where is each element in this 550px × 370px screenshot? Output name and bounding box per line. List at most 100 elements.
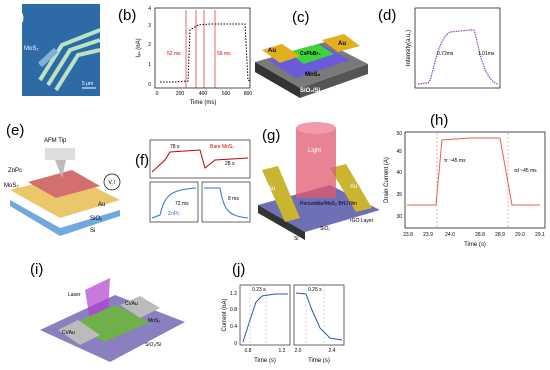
electrode xyxy=(120,296,160,318)
annotation: 59 ms xyxy=(217,51,231,57)
text: Laser xyxy=(68,292,81,298)
y-tick-label: 1.2 xyxy=(230,291,237,297)
y-axis-label: Current (nA) xyxy=(222,298,228,331)
text: MoS₂ xyxy=(24,46,39,52)
annotation: 0.23 s xyxy=(252,287,266,293)
panel-f: (f) Bare MoS₂ 78 s 28 s 72 ms 8 ms ZnPc xyxy=(135,139,251,223)
light-beam xyxy=(296,128,336,198)
text: rGO Layer xyxy=(350,218,374,224)
x-tick-label: 0.8 xyxy=(245,348,252,354)
text: SiO₂ xyxy=(90,216,103,222)
electrodes xyxy=(38,28,101,92)
x-axis-label: Time (ms) xyxy=(190,100,217,106)
text: Au xyxy=(338,41,346,47)
electrode xyxy=(58,320,100,345)
electrode xyxy=(262,166,300,222)
text: 72 ms xyxy=(175,201,189,207)
x-axis-label: Time (s) xyxy=(254,358,276,364)
text: Perovskite/MoS₂ BHJ film xyxy=(300,201,357,207)
y-tick-label: 30 xyxy=(396,214,402,220)
x-tick-label: 28.9 xyxy=(495,232,505,238)
curve xyxy=(160,23,251,83)
text: 78 s xyxy=(170,144,180,150)
x-tick-label: 2.4 xyxy=(329,348,336,354)
substrate-side xyxy=(300,64,368,98)
text: Light xyxy=(308,148,321,154)
y-tick-label: 0.8 xyxy=(230,307,237,313)
x-tick-label: 24.0 xyxy=(445,232,455,238)
x-tick-label: 28.8 xyxy=(475,232,485,238)
text: Si xyxy=(90,228,95,234)
cantilever xyxy=(45,148,75,160)
panel-h: (h) τr ~45 ms τd ~45 ms 30 35 40 45 50 2… xyxy=(384,112,546,248)
y-axis-label: Drain Current (A) xyxy=(384,157,390,203)
plot-frame xyxy=(293,284,345,346)
text: Cr/Au xyxy=(125,301,138,307)
text: Au xyxy=(268,48,276,54)
plot-frame xyxy=(149,181,199,223)
plot-frame xyxy=(239,284,291,346)
panel-e: (e) AFM Tip ZnPc MoS₂ Au SiO₂ Si V, I xyxy=(4,122,121,236)
substrate-side xyxy=(258,205,305,240)
text: MoS₂ xyxy=(305,72,321,78)
panel-a: (a) MoS₂ 5 μm xyxy=(6,4,101,96)
annotation: τr ~45 ms xyxy=(444,158,466,164)
plot-frame xyxy=(201,181,251,223)
text: 5 μm xyxy=(82,81,93,87)
text: V, I xyxy=(108,180,115,186)
panel-label: (b) xyxy=(118,7,136,24)
annotation: τd ~45 ms xyxy=(514,168,537,174)
perovskite xyxy=(288,44,334,64)
x-tick-label: 1.2 xyxy=(279,348,286,354)
y-tick-label: 4 xyxy=(148,6,151,12)
x-tick-label: 29.1 xyxy=(535,232,545,238)
y-axis-label: Intensity(a.u.) xyxy=(406,30,412,66)
text: SiO₂/Si xyxy=(145,342,161,348)
text: Cr/Au xyxy=(62,330,75,336)
panel-label: (h) xyxy=(430,112,448,129)
panel-i: (i) Laser Cr/Au Cr/Au MoS₂ SiO₂/Si xyxy=(30,261,185,362)
panel-g: (g) Light Au Au Perovskite/MoS₂ BHJ film… xyxy=(258,122,380,242)
meter xyxy=(103,173,121,191)
text: Bare MoS₂ xyxy=(210,144,234,150)
curve xyxy=(151,187,197,219)
text: SiO₂ xyxy=(320,226,330,232)
annotation: 0.25 s xyxy=(308,287,322,293)
panel-label: (f) xyxy=(135,152,149,169)
x-tick-label: 800 xyxy=(244,91,253,97)
annotation: 0.72ms xyxy=(437,51,454,57)
x-tick-label: 23.8 xyxy=(403,232,413,238)
afm-tip xyxy=(55,160,66,178)
x-tick-label: 2.0 xyxy=(295,348,302,354)
plot-frame xyxy=(149,139,251,179)
panel-label: (c) xyxy=(292,9,310,26)
y-tick-label: 1 xyxy=(148,62,151,68)
x-tick-label: 0 xyxy=(156,91,159,97)
light-top xyxy=(296,122,336,134)
panel-b: (b) 52 ms 59 ms 0 1 2 3 4 0 200 400 600 … xyxy=(118,6,252,106)
x-tick-label: 23.9 xyxy=(423,232,433,238)
text: 8 ms xyxy=(228,196,239,202)
plot-frame xyxy=(414,7,501,89)
y-axis-label: Iₐₛ (nA) xyxy=(136,38,142,57)
curve xyxy=(407,137,540,206)
x-axis-label: Time (s) xyxy=(464,242,486,248)
text: MoS₂ xyxy=(148,318,160,324)
panel-j: (j) 0.23 s 0.25 s 0 0.4 0.8 1.2 0.8 1.2 … xyxy=(222,261,345,364)
curve xyxy=(204,187,249,219)
panel-label: (j) xyxy=(232,261,245,278)
y-tick-label: 35 xyxy=(396,192,402,198)
panel-label: (d) xyxy=(378,7,396,24)
x-tick-label: 200 xyxy=(176,91,185,97)
annotation: 1.01ms xyxy=(478,51,495,57)
electrode xyxy=(262,44,300,63)
text: AFM Tip xyxy=(44,138,67,144)
y-tick-label: 0 xyxy=(148,82,151,88)
text: ZnPc xyxy=(168,211,180,217)
text: Si xyxy=(294,236,298,242)
text: ZnPc xyxy=(8,168,22,174)
curve xyxy=(417,29,499,85)
substrate-side xyxy=(255,62,300,98)
text: Au xyxy=(268,186,275,192)
